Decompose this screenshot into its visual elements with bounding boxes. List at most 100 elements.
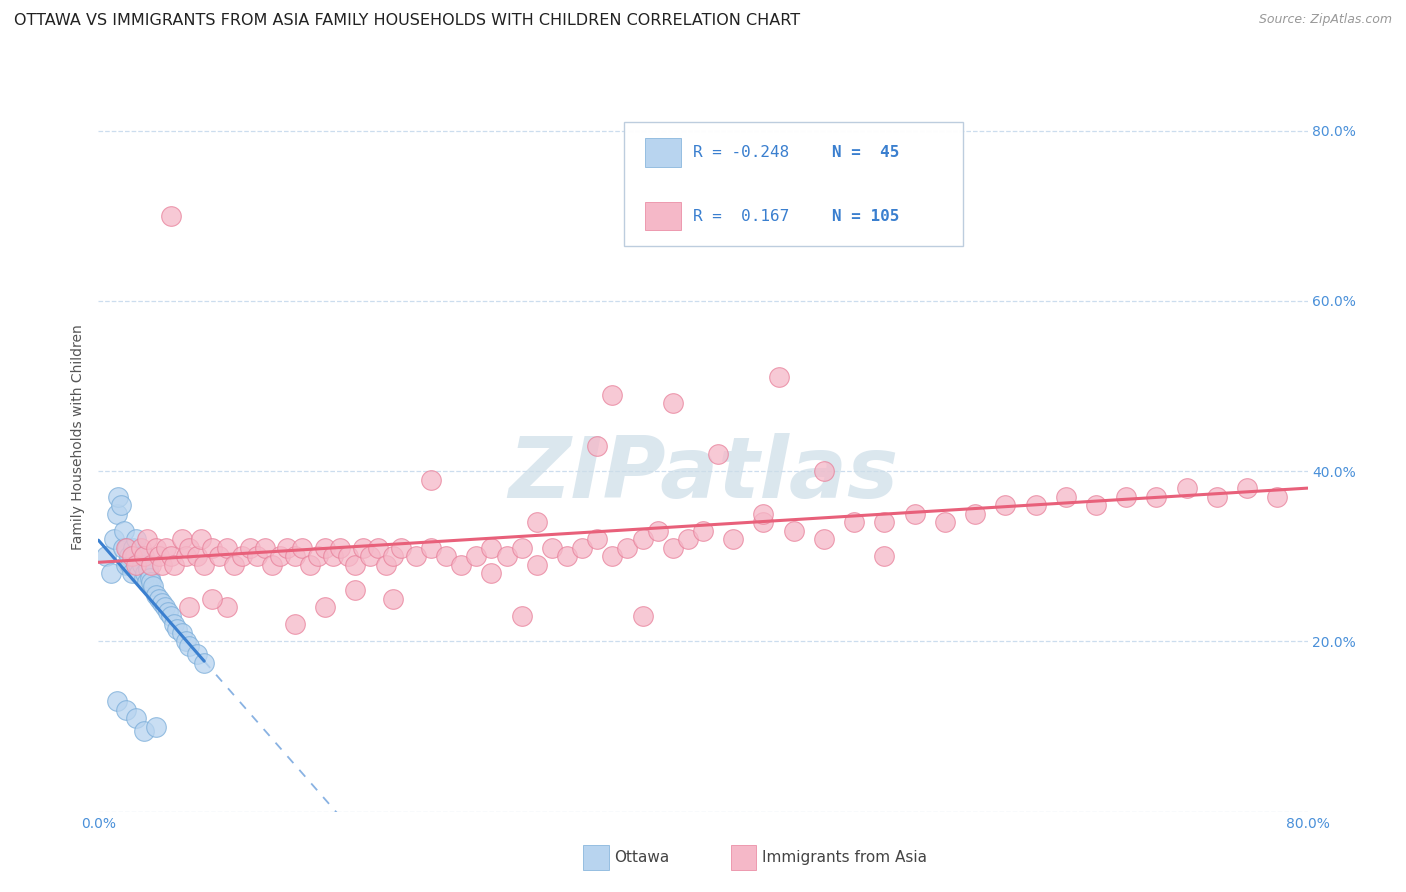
Point <box>148 549 170 564</box>
Point <box>322 549 344 564</box>
Point <box>768 370 790 384</box>
Point <box>145 720 167 734</box>
Point <box>661 396 683 410</box>
Point <box>813 464 835 478</box>
Point <box>465 549 488 564</box>
Point <box>813 533 835 547</box>
Point <box>1206 490 1229 504</box>
Point <box>526 515 548 529</box>
Point <box>269 549 291 564</box>
Point <box>201 591 224 606</box>
Point <box>314 600 336 615</box>
Point <box>495 549 517 564</box>
Point <box>555 549 578 564</box>
Point <box>246 549 269 564</box>
Point <box>420 473 443 487</box>
Text: Ottawa: Ottawa <box>614 850 669 864</box>
Point <box>125 711 148 725</box>
Point <box>1054 490 1077 504</box>
Point <box>284 617 307 632</box>
Point <box>142 579 165 593</box>
Point <box>100 566 122 581</box>
Point <box>186 549 208 564</box>
Point <box>602 387 624 401</box>
Point <box>103 533 125 547</box>
Point <box>120 558 142 572</box>
Point <box>783 524 806 538</box>
Point <box>132 571 155 585</box>
Point <box>904 507 927 521</box>
Point <box>481 566 503 581</box>
Point <box>586 439 609 453</box>
Point <box>1236 481 1258 495</box>
Y-axis label: Family Households with Children: Family Households with Children <box>72 324 86 550</box>
Text: Source: ZipAtlas.com: Source: ZipAtlas.com <box>1258 13 1392 27</box>
Point <box>134 566 156 581</box>
Point <box>450 558 472 572</box>
Point <box>155 541 177 555</box>
Point <box>934 515 956 529</box>
Point <box>405 549 427 564</box>
Point <box>420 541 443 555</box>
Point <box>336 549 359 564</box>
Point <box>510 608 533 623</box>
Point <box>150 558 173 572</box>
Point <box>132 723 155 738</box>
Point <box>367 541 389 555</box>
Bar <box>645 138 682 167</box>
Point <box>360 549 382 564</box>
Point <box>127 558 149 572</box>
Text: OTTAWA VS IMMIGRANTS FROM ASIA FAMILY HOUSEHOLDS WITH CHILDREN CORRELATION CHART: OTTAWA VS IMMIGRANTS FROM ASIA FAMILY HO… <box>14 13 800 29</box>
Point <box>129 549 152 564</box>
Point <box>676 533 699 547</box>
Point <box>124 549 146 564</box>
Point <box>139 571 162 585</box>
Point <box>125 558 148 572</box>
Point <box>145 541 167 555</box>
Point <box>125 533 148 547</box>
Text: Immigrants from Asia: Immigrants from Asia <box>762 850 927 864</box>
Point <box>631 608 654 623</box>
Point <box>121 549 143 564</box>
Point <box>105 694 128 708</box>
Point <box>389 541 412 555</box>
Point <box>170 626 193 640</box>
Point <box>873 515 896 529</box>
Point <box>111 541 134 555</box>
Point <box>1144 490 1167 504</box>
Point <box>132 549 155 564</box>
Point <box>647 524 669 538</box>
Point <box>307 549 329 564</box>
Point <box>112 524 135 538</box>
Point <box>160 209 183 223</box>
Point <box>215 541 238 555</box>
Point <box>540 541 562 555</box>
Point <box>239 541 262 555</box>
Point <box>692 524 714 538</box>
Point <box>299 558 322 572</box>
Point <box>174 634 197 648</box>
Point <box>1267 490 1289 504</box>
Point <box>873 549 896 564</box>
Point <box>170 533 193 547</box>
Point <box>107 490 129 504</box>
Point <box>374 558 396 572</box>
Point <box>723 533 745 547</box>
Text: ZIPatlas: ZIPatlas <box>508 433 898 516</box>
Bar <box>645 202 682 230</box>
Point <box>994 498 1017 512</box>
Point <box>174 549 197 564</box>
Point <box>193 558 215 572</box>
Point <box>160 608 183 623</box>
Point <box>114 541 136 555</box>
Point <box>179 600 201 615</box>
Point <box>631 533 654 547</box>
Point <box>1085 498 1108 512</box>
Point <box>1024 498 1046 512</box>
Point <box>382 591 405 606</box>
Point <box>114 702 136 716</box>
Point <box>94 549 117 564</box>
Point <box>661 541 683 555</box>
Point <box>193 656 215 670</box>
Point <box>136 562 159 576</box>
